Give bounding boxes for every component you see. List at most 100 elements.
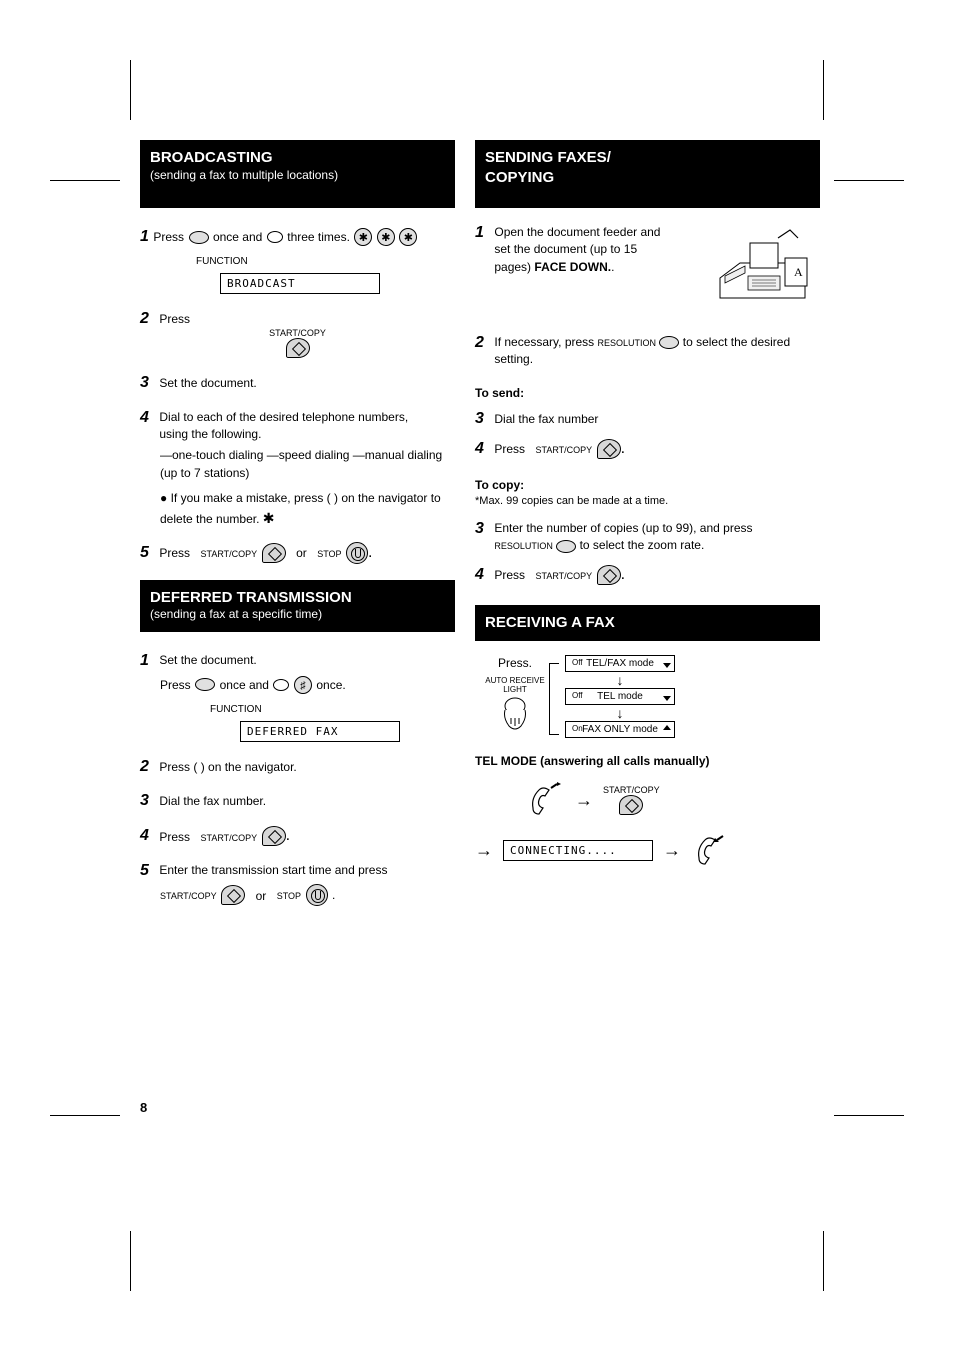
step-num: 4 (475, 566, 484, 583)
copy-step3b: 3 Enter the number of copies (up to 99),… (475, 520, 820, 555)
step-num: 3 (475, 520, 484, 537)
step-num: 4 (140, 828, 149, 845)
step-text: Dial to each of the desired telephone nu… (159, 409, 439, 444)
crop-mark (823, 1231, 824, 1291)
crop-mark (823, 60, 824, 120)
broadcast-title: BROADCASTING (sending a fax to multiple … (140, 140, 455, 208)
auto-receive-label: AUTO RECEIVE LIGHT (475, 676, 555, 694)
start-copy-label: START/COPY (160, 892, 217, 902)
crop-mark (834, 180, 904, 181)
bullet-text: If you make a mistake, press ( ) on the … (160, 491, 441, 525)
start-copy-icon (597, 439, 621, 459)
step-text: Press (494, 442, 525, 456)
copy-step4b: 4 Press START/COPY . (475, 565, 820, 585)
mode-tel: TEL mode Off (565, 688, 675, 705)
step-text: Enter the number of copies (up to 99), a… (494, 520, 794, 555)
start-copy-wrap: START/COPY (140, 328, 455, 358)
step-num: 5 (140, 544, 149, 561)
or-text: or (296, 546, 307, 560)
function-label: FUNCTION (196, 256, 248, 267)
triangle-up-icon (663, 725, 671, 730)
receive-title: RECEIVING A FAX (475, 605, 820, 641)
step-num: 1 (475, 224, 484, 241)
off-label: Off (572, 658, 583, 667)
handset-pickup-icon (525, 780, 565, 820)
fax-machine-illustration: A (710, 218, 820, 313)
receive-modes: Press. AUTO RECEIVE LIGHT TEL/FAX mode O… (475, 655, 820, 739)
bracket (549, 663, 559, 735)
mode-stack: TEL/FAX mode Off ↓ TEL mode Off ↓ FAX ON… (565, 655, 675, 738)
press-label: Press. (475, 655, 555, 672)
func-label-wrap: FUNCTION (196, 251, 455, 269)
arrow-icon: → (575, 790, 593, 811)
start-copy-icon (262, 543, 286, 563)
start-copy-icon (597, 565, 621, 585)
start-copy-label: START/COPY (536, 445, 593, 455)
svg-text:A: A (794, 265, 803, 279)
title-line1: SENDING FAXES/ (485, 148, 810, 168)
function-button-icon (189, 231, 209, 244)
nav-button-icon (273, 679, 289, 691)
resolution-label: RESOLUTION (598, 338, 657, 348)
crop-mark (130, 60, 131, 120)
title-main: RECEIVING A FAX (485, 613, 810, 633)
crop-mark (834, 1115, 904, 1116)
star-key-icon: ✱ (377, 228, 395, 246)
down-arrow-icon: ↓ (565, 705, 675, 721)
start-copy-icon (221, 885, 245, 905)
step-bullet: ● If you make a mistake, press ( ) on th… (160, 490, 455, 528)
broadcast-step3: 3 Set the document. (140, 374, 455, 392)
send-step3a: 3 Dial the fax number (475, 410, 820, 428)
s3b-text-b: to select the zoom rate. (580, 538, 705, 552)
step-num: 4 (140, 409, 149, 426)
title-line2: COPYING (485, 168, 810, 188)
s3b-text-a: Enter the number of copies (up to 99), a… (494, 521, 752, 535)
arrow-icon: → (475, 840, 493, 861)
start-copy-icon (286, 338, 310, 358)
stop-icon (306, 884, 328, 906)
step-text-b: once and (213, 230, 262, 244)
step-text-b: Press (160, 678, 191, 692)
step-text-c: once and (220, 678, 269, 692)
deferred-step5-row: START/COPY or STOP . (160, 884, 455, 906)
step-text: Press (159, 546, 190, 560)
resolution-button-icon (556, 540, 576, 553)
mode-diagram: TEL/FAX mode Off ↓ TEL mode Off ↓ FAX ON… (555, 655, 675, 738)
deferred-title: DEFERRED TRANSMISSION (sending a fax at … (140, 580, 455, 632)
to-send-heading: To send: (475, 385, 820, 402)
copy-note: *Max. 99 copies can be made at a time. (475, 494, 820, 510)
deferred-press-row: Press once and ♯ once. (160, 676, 455, 695)
start-copy-icon (619, 795, 643, 815)
title-main: BROADCASTING (150, 148, 445, 168)
nav-button-icon (267, 231, 283, 243)
fax-machine-icon: A (710, 218, 820, 308)
function-label: FUNCTION (210, 704, 262, 715)
step-text: Dial the fax number (494, 412, 598, 426)
step-num: 3 (140, 374, 149, 391)
start-copy-label: START/COPY (536, 571, 593, 581)
step-text-d: once. (316, 678, 345, 692)
deferred-step4: 4 Press START/COPY . (140, 826, 455, 846)
s2-text-a: If necessary, press (494, 335, 594, 349)
hash-key-icon: ♯ (294, 676, 312, 694)
start-copy-icon (262, 826, 286, 846)
step-num: 2 (140, 758, 149, 775)
send-step2: 2 If necessary, press RESOLUTION to sele… (475, 334, 820, 369)
or-text: or (256, 889, 267, 903)
function-button-icon (195, 678, 215, 691)
broadcast-step5: 5 Press START/COPY or STOP . (140, 542, 455, 564)
left-column: BROADCASTING (sending a fax to multiple … (140, 140, 455, 906)
broadcast-step2: 2 Press START/COPY (140, 310, 455, 359)
step-num: 4 (475, 440, 484, 457)
broadcast-step1: 1 Press once and three times. ✱ ✱ ✱ FUNC… (140, 228, 455, 294)
right-column: SENDING FAXES/ COPYING 1 Open the docume… (475, 140, 820, 870)
step-text: If necessary, press RESOLUTION to select… (494, 334, 794, 369)
display-wrap: BROADCAST (220, 273, 455, 294)
title-main: DEFERRED TRANSMISSION (150, 588, 445, 608)
send-step4a: 4 Press START/COPY . (475, 439, 820, 459)
s1-text-b: FACE DOWN. (534, 260, 611, 274)
title-sub: (sending a fax at a specific time) (150, 607, 445, 623)
step-text: Press (159, 312, 190, 326)
display-wrap: DEFERRED FAX (240, 721, 455, 742)
step-num: 1 (140, 652, 149, 669)
